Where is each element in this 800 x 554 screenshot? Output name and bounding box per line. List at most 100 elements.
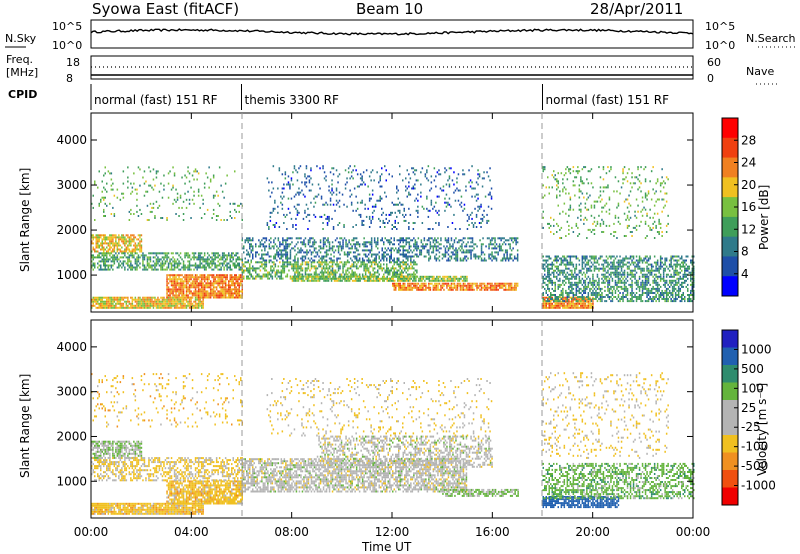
heatmap-cell bbox=[194, 294, 197, 297]
heatmap-cell bbox=[453, 257, 456, 260]
heatmap-cell bbox=[304, 237, 307, 240]
heatmap-cell bbox=[312, 265, 314, 268]
heatmap-cell bbox=[308, 181, 311, 184]
heatmap-cell bbox=[504, 257, 507, 260]
heatmap-cell bbox=[294, 273, 296, 276]
heatmap-cell bbox=[461, 251, 463, 254]
heatmap-cell bbox=[412, 185, 415, 188]
heatmap-cell bbox=[346, 245, 349, 248]
heatmap-cell bbox=[366, 265, 368, 268]
heatmap-cell bbox=[488, 257, 490, 260]
heatmap-cell bbox=[280, 265, 283, 268]
heatmap-cell bbox=[463, 277, 465, 280]
heatmap-cell bbox=[389, 255, 391, 258]
heatmap-cell bbox=[454, 228, 457, 230]
heatmap-cell bbox=[359, 275, 361, 278]
heatmap-cell bbox=[155, 306, 158, 309]
heatmap-cell bbox=[235, 260, 237, 263]
heatmap-cell bbox=[218, 282, 221, 285]
heatmap-cell bbox=[482, 243, 484, 246]
heatmap-cell bbox=[127, 246, 129, 249]
heatmap-cell bbox=[211, 274, 213, 277]
heatmap-cell bbox=[185, 278, 188, 281]
heatmap-cell bbox=[382, 219, 384, 222]
heatmap-cell bbox=[332, 228, 335, 230]
heatmap-cell bbox=[202, 278, 204, 281]
heatmap-cell bbox=[562, 261, 564, 264]
heatmap-cell bbox=[116, 258, 119, 261]
heatmap-cell bbox=[358, 259, 361, 262]
heatmap-cell bbox=[431, 282, 433, 285]
heatmap-cell bbox=[133, 240, 135, 243]
heatmap-cell bbox=[312, 243, 314, 246]
heatmap-cell bbox=[362, 275, 364, 278]
heatmap-cell bbox=[348, 275, 351, 278]
heatmap-cell bbox=[161, 252, 164, 255]
heatmap-cell bbox=[397, 203, 399, 206]
heatmap-cell bbox=[170, 252, 173, 255]
heatmap-cell bbox=[386, 269, 388, 272]
heatmap-cell bbox=[214, 262, 216, 265]
heatmap-cell bbox=[344, 183, 347, 186]
heatmap-cell bbox=[194, 302, 197, 305]
heatmap-cell bbox=[191, 256, 194, 259]
heatmap-cell bbox=[366, 245, 368, 248]
heatmap-cell bbox=[298, 237, 301, 240]
heatmap-cell bbox=[106, 238, 108, 241]
heatmap-cell bbox=[563, 275, 566, 278]
heatmap-cell bbox=[571, 287, 573, 290]
heatmap-cell bbox=[342, 241, 344, 244]
heatmap-cell bbox=[270, 255, 272, 258]
heatmap-cell bbox=[581, 255, 584, 258]
heatmap-cell bbox=[580, 279, 582, 282]
heatmap-cell bbox=[578, 269, 581, 272]
heatmap-cell bbox=[401, 284, 403, 287]
heatmap-cell bbox=[151, 266, 153, 269]
heatmap-cell bbox=[426, 171, 428, 174]
heatmap-cell bbox=[297, 267, 299, 270]
heatmap-cell bbox=[396, 228, 398, 230]
heatmap-cell bbox=[446, 259, 448, 262]
heatmap-cell bbox=[170, 304, 173, 307]
heatmap-cell bbox=[130, 262, 132, 265]
heatmap-cell bbox=[116, 306, 119, 309]
heatmap-cell bbox=[550, 300, 552, 303]
heatmap-cell bbox=[211, 290, 213, 293]
heatmap-cell bbox=[277, 253, 280, 256]
heatmap-cell bbox=[410, 286, 412, 289]
heatmap-cell bbox=[98, 236, 100, 239]
heatmap-cell bbox=[118, 248, 120, 251]
heatmap-cell bbox=[547, 255, 549, 258]
heatmap-cell bbox=[413, 261, 415, 264]
heatmap-cell bbox=[494, 237, 496, 240]
heatmap-cell bbox=[495, 288, 498, 291]
heatmap-cell bbox=[583, 306, 585, 309]
heatmap-cell bbox=[97, 300, 99, 303]
heatmap-cell bbox=[103, 304, 105, 307]
heatmap-cell bbox=[110, 306, 113, 309]
heatmap-cell bbox=[584, 257, 587, 260]
heatmap-cell bbox=[294, 261, 296, 264]
heatmap-cell bbox=[308, 275, 310, 278]
heatmap-cell bbox=[164, 300, 167, 303]
heatmap-cell bbox=[381, 253, 383, 256]
heatmap-cell bbox=[584, 273, 587, 276]
freq-bottom-tick: 8 bbox=[66, 72, 73, 85]
heatmap-cell bbox=[584, 302, 587, 305]
heatmap-cell bbox=[412, 279, 414, 282]
heatmap-cell bbox=[179, 284, 182, 287]
heatmap-cell bbox=[306, 273, 308, 276]
heatmap-cell bbox=[166, 304, 168, 307]
heatmap-cell bbox=[506, 249, 508, 252]
heatmap-cell bbox=[262, 275, 265, 278]
heatmap-cell bbox=[593, 294, 596, 296]
heatmap-cell bbox=[312, 245, 314, 248]
heatmap-cell bbox=[595, 265, 597, 268]
heatmap-cell bbox=[107, 236, 110, 239]
heatmap-cell bbox=[235, 252, 237, 255]
heatmap-cell bbox=[265, 239, 268, 242]
heatmap-cell bbox=[115, 302, 117, 305]
heatmap-cell bbox=[480, 251, 483, 254]
heatmap-cell bbox=[423, 237, 426, 240]
heatmap-cell bbox=[408, 245, 411, 248]
